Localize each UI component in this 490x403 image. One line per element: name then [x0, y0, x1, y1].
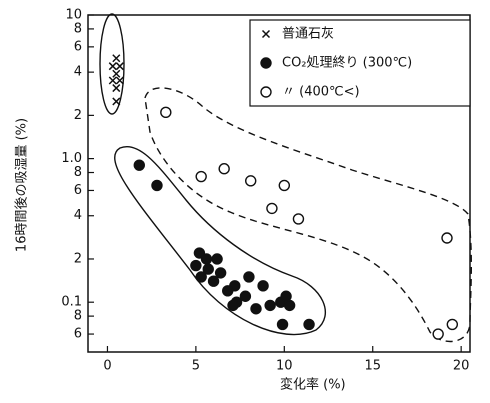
- marker: [112, 69, 121, 78]
- y-tick-label: 2: [74, 108, 82, 123]
- marker: [239, 290, 252, 302]
- legend-marker: [260, 86, 272, 98]
- legend-label: 普通石灰: [282, 27, 334, 42]
- legend-marker: [261, 29, 271, 39]
- y-tick-label: 4: [74, 208, 82, 223]
- y-tick-label: 8: [74, 309, 82, 324]
- cluster-outline: [144, 87, 472, 343]
- x-tick-label: 15: [364, 359, 381, 374]
- y-tick-label: 6: [74, 327, 82, 342]
- marker: [211, 253, 223, 265]
- x-tick-label: 10: [276, 359, 293, 374]
- x-axis-label: 変化率 (%): [280, 377, 346, 393]
- marker: [214, 267, 227, 279]
- legend-label: CO₂処理終り (300℃): [282, 55, 412, 71]
- marker: [112, 54, 121, 63]
- marker: [108, 76, 117, 85]
- marker: [193, 247, 206, 259]
- y-tick-label: 6: [74, 183, 82, 198]
- x-tick-label: 0: [103, 359, 111, 374]
- marker: [195, 271, 207, 283]
- cluster-outline: [99, 13, 125, 115]
- y-tick-label: 10: [65, 8, 82, 23]
- y-axis-label: 16時間後の吸湿量 (%): [15, 118, 30, 252]
- marker: [207, 275, 220, 287]
- marker: [200, 253, 213, 265]
- marker: [303, 318, 315, 331]
- marker: [108, 62, 117, 71]
- marker: [115, 76, 124, 85]
- plot-frame: [87, 14, 471, 353]
- marker: [432, 328, 444, 340]
- y-tick-label: 4: [74, 65, 82, 80]
- legend-marker: [260, 57, 272, 69]
- marker: [160, 106, 172, 119]
- y-tick-label: 1.0: [61, 151, 82, 166]
- marker: [245, 175, 257, 187]
- marker: [112, 97, 121, 106]
- marker: [227, 299, 239, 312]
- x-tick-label: 5: [192, 359, 200, 374]
- marker: [112, 84, 121, 93]
- marker: [283, 299, 296, 312]
- marker: [243, 271, 255, 283]
- marker: [446, 318, 459, 331]
- marker: [292, 213, 305, 225]
- marker: [266, 202, 278, 215]
- marker: [441, 232, 453, 244]
- marker: [278, 179, 291, 192]
- marker: [133, 159, 145, 171]
- marker: [190, 259, 202, 272]
- marker: [115, 62, 124, 71]
- y-tick-label: 2: [74, 251, 82, 266]
- y-tick-label: 6: [74, 39, 82, 54]
- y-tick-label: 8: [74, 21, 82, 36]
- y-tick-label: 0.1: [61, 295, 82, 310]
- marker: [151, 179, 163, 192]
- legend: [249, 19, 471, 107]
- marker: [257, 280, 269, 292]
- marker: [250, 303, 262, 315]
- y-tick-label: 8: [74, 165, 82, 180]
- marker: [222, 285, 234, 297]
- marker: [276, 318, 289, 331]
- marker: [264, 299, 276, 312]
- legend-label: 〃 (400℃<): [282, 85, 360, 100]
- marker: [218, 163, 230, 175]
- marker: [195, 170, 207, 183]
- cluster-outline: [114, 145, 327, 336]
- marker: [202, 263, 214, 275]
- x-tick-label: 20: [453, 359, 470, 374]
